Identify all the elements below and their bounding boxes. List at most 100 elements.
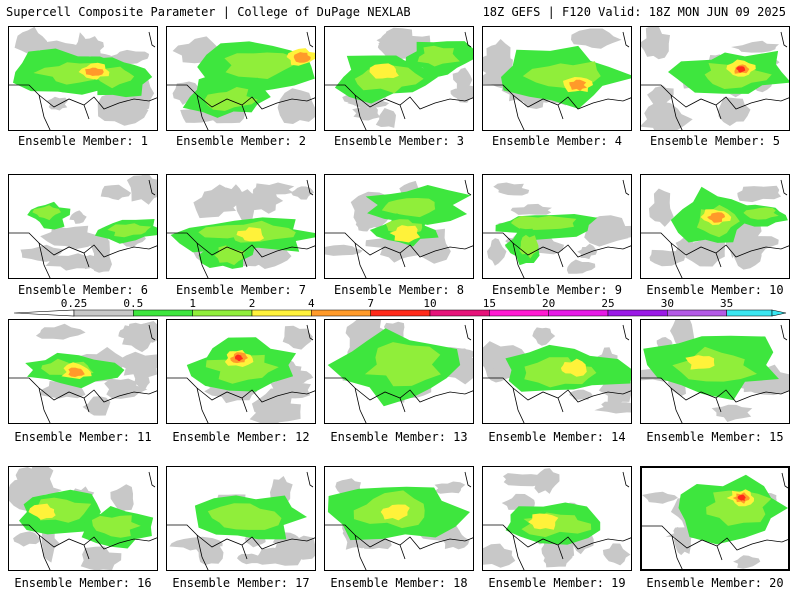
- coastline-border-lines: [9, 31, 157, 130]
- scp-contour-2: [369, 63, 399, 79]
- scp-contour-0-25: [244, 188, 284, 214]
- scp-contour-0-25: [641, 27, 670, 60]
- scp-field-map: [325, 27, 473, 130]
- scp-contour-0-25: [434, 481, 466, 494]
- scp-contour-0-25: [641, 101, 693, 130]
- ensemble-member-label: Ensemble Member: 13: [330, 430, 468, 444]
- coastline-border-lines: [641, 31, 789, 130]
- ensemble-member-label: Ensemble Member: 3: [333, 134, 465, 148]
- scp-contour-0-25: [252, 182, 295, 196]
- ensemble-member-label: Ensemble Member: 6: [17, 283, 149, 297]
- scp-contour-0-25: [47, 96, 68, 111]
- coastline-border-lines: [167, 179, 315, 278]
- ensemble-member-map-8: [324, 174, 474, 279]
- scp-contour-0-25: [493, 182, 530, 196]
- scp-contour-4: [85, 67, 104, 76]
- ensemble-member-map-15: [640, 319, 790, 424]
- scp-field-map: [325, 179, 473, 278]
- scp-contour-2: [528, 513, 559, 530]
- ensemble-member-label: Ensemble Member: 4: [491, 134, 623, 148]
- scp-contour-0-25: [584, 215, 629, 247]
- colorbar-tick-label: 2: [248, 297, 256, 310]
- coastline-border-lines: [325, 324, 473, 423]
- ensemble-member-label: Ensemble Member: 11: [14, 430, 152, 444]
- scp-field-map: [167, 471, 315, 570]
- scp-contour-1: [204, 87, 258, 111]
- scp-contour-1: [743, 207, 779, 220]
- scp-contour-0-25: [290, 186, 314, 200]
- colorbar-segment: [192, 309, 253, 317]
- scp-contour-7: [235, 354, 243, 362]
- colorbar-tick-label: 4: [308, 297, 315, 310]
- colorbar-tick-label: 1: [189, 297, 196, 310]
- scp-contour-0-25: [486, 39, 511, 69]
- scp-contour-1: [672, 346, 757, 382]
- scp-contour-1: [510, 215, 577, 230]
- scp-contour-4: [68, 367, 85, 377]
- scp-contour-0-25: [569, 389, 593, 400]
- scp-field-map: [167, 179, 315, 278]
- scp-contour-0-25: [737, 185, 782, 203]
- colorbar-tick-label: 30: [660, 297, 674, 310]
- colorbar-tick-label: 7: [367, 297, 374, 310]
- coastline-border-lines: [9, 471, 157, 570]
- scp-field-map: [9, 27, 157, 130]
- scp-contour-0-25: [104, 378, 148, 399]
- scp-field-map: [325, 320, 473, 423]
- ensemble-member-label: Ensemble Member: 18: [330, 576, 468, 590]
- colorbar-tick-label: 15: [482, 297, 496, 310]
- colorbar-segment: [726, 309, 773, 317]
- scp-contour-0-25: [355, 217, 375, 232]
- ensemble-member-label: Ensemble Member: 1: [17, 134, 149, 148]
- colorbar-segment: [667, 309, 727, 317]
- coastline-border-lines: [641, 324, 789, 423]
- coastline-border-lines: [9, 324, 157, 423]
- scp-contour-0-25: [487, 238, 507, 266]
- scp-contour-2: [389, 225, 421, 243]
- scp-contour-0-25: [728, 236, 779, 255]
- scp-contour-0-25: [277, 88, 315, 124]
- chart-title: Supercell Composite Parameter | College …: [6, 5, 411, 19]
- scp-field-map: [9, 321, 157, 423]
- scp-contour-0-25: [100, 184, 132, 201]
- ensemble-member-label: Ensemble Member: 9: [491, 283, 623, 297]
- scp-contour-0-25: [80, 546, 122, 570]
- ensemble-member-label: Ensemble Member: 2: [175, 134, 307, 148]
- scp-contour-1: [706, 490, 772, 526]
- scp-contour-0-25: [681, 238, 725, 267]
- ensemble-member-label: Ensemble Member: 8: [333, 283, 465, 297]
- coastline-border-lines: [641, 179, 789, 278]
- scp-contour-2: [236, 227, 265, 242]
- scp-contour-4: [707, 212, 726, 223]
- scp-contour-0-25: [642, 491, 678, 504]
- scp-contour-0-25: [14, 27, 48, 54]
- scp-contour-0-25: [594, 401, 631, 414]
- ensemble-member-label: Ensemble Member: 15: [646, 430, 784, 444]
- scp-contour-0-25: [69, 210, 87, 224]
- scp-contour-7: [736, 66, 746, 73]
- coastline-border-lines: [325, 31, 473, 130]
- scp-contour-0-25: [133, 369, 150, 390]
- colorbar-segment: [607, 309, 668, 317]
- ensemble-member-map-13: [324, 319, 474, 424]
- ensemble-member-map-20: [640, 466, 790, 571]
- coastline-border-lines: [9, 179, 157, 278]
- colorbar-segment: [370, 309, 431, 317]
- scp-contour-0-25: [501, 493, 535, 511]
- ensemble-member-map-3: [324, 26, 474, 131]
- ensemble-member-map-19: [482, 466, 632, 571]
- scp-contour-0-25: [249, 399, 301, 423]
- scp-field-map: [483, 179, 631, 278]
- scp-contour-0-25: [352, 106, 380, 121]
- ensemble-member-map-12: [166, 319, 316, 424]
- scp-contour-1: [32, 205, 61, 221]
- scp-contour-1: [381, 198, 436, 218]
- scp-contour-0-25: [9, 482, 62, 498]
- scp-contour-0-25: [110, 484, 134, 514]
- colorbar-upper-extension: [771, 309, 787, 317]
- scp-contour-0-25: [510, 203, 552, 215]
- ensemble-member-map-17: [166, 466, 316, 571]
- scp-contour-0-25: [598, 378, 631, 405]
- scp-contour-0-25: [117, 351, 157, 378]
- ensemble-member-map-9: [482, 174, 632, 279]
